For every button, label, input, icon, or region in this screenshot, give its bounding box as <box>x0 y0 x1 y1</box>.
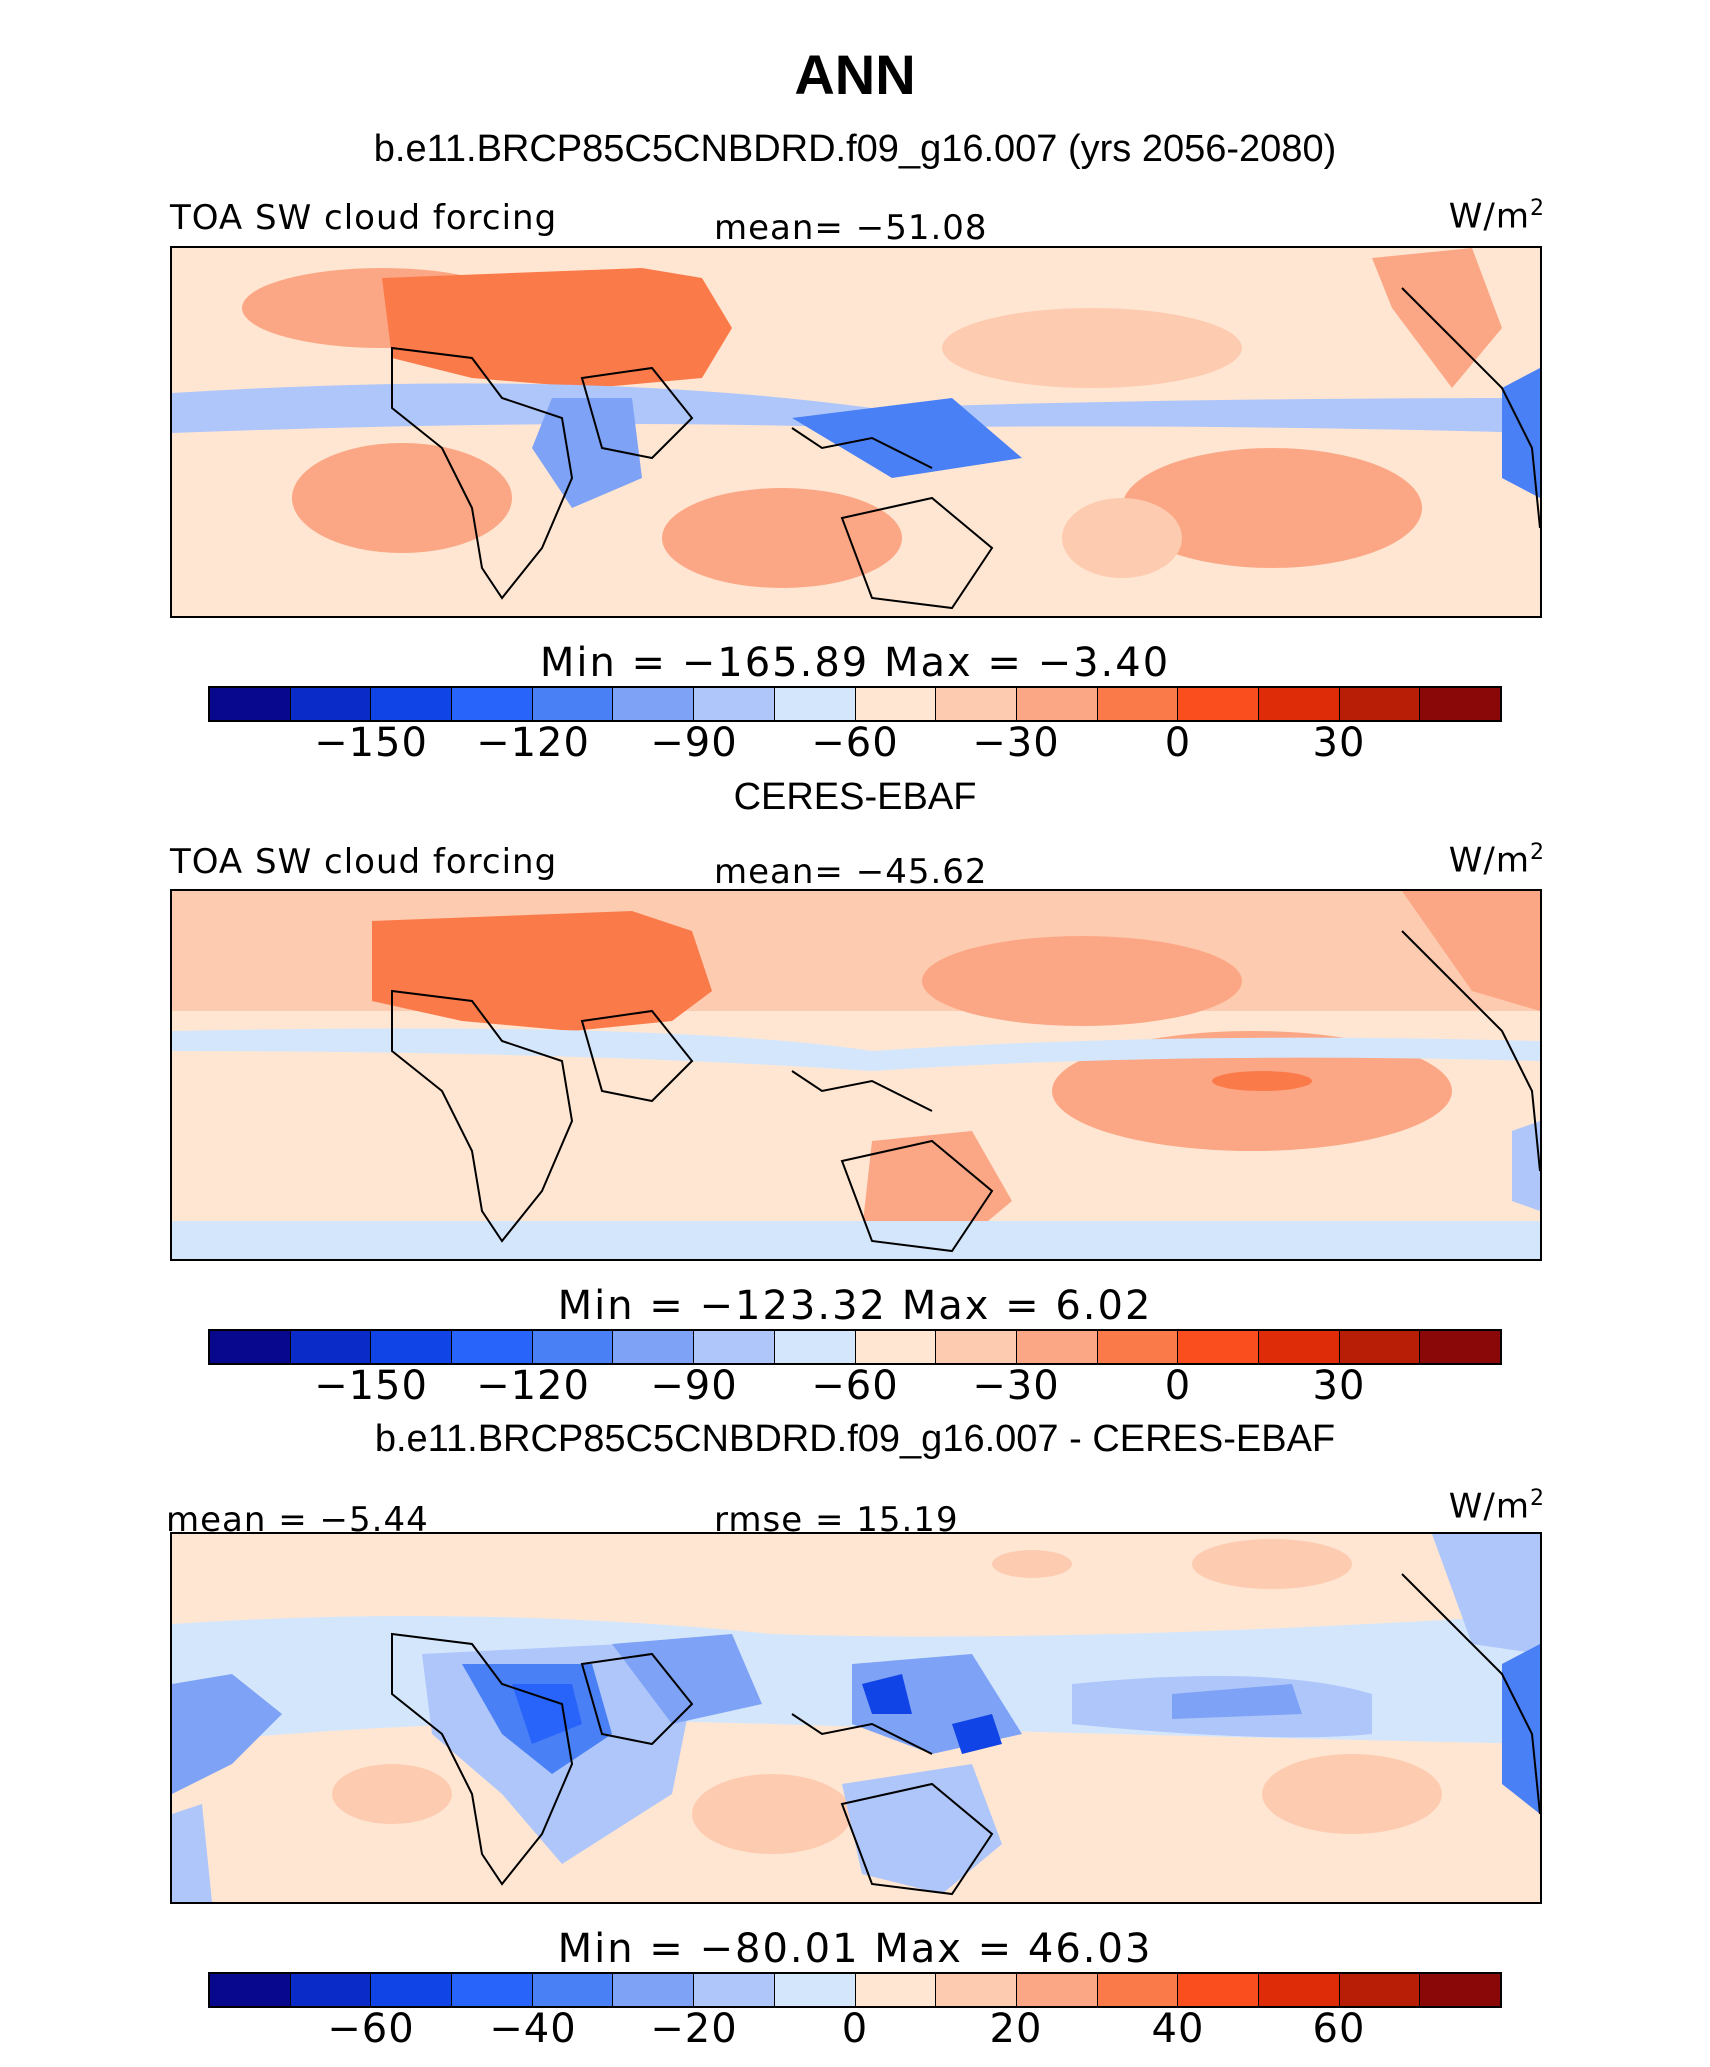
panel-3-colorbar-tick: −60 <box>327 2006 415 2052</box>
colorbar-swatch <box>1339 688 1421 720</box>
colorbar-swatch <box>774 1974 856 2006</box>
colorbar-swatch <box>452 1331 533 1363</box>
panel-1-colorbar-tick: −30 <box>972 720 1060 766</box>
colorbar-swatch <box>1097 1974 1179 2006</box>
colorbar-swatch <box>1016 688 1098 720</box>
panel-1-colorbar <box>208 686 1502 722</box>
colorbar-swatch <box>1339 1331 1421 1363</box>
panel-3-colorbar-tick: 0 <box>841 2006 869 2052</box>
panel-3-colorbar-tick: −40 <box>489 2006 577 2052</box>
colorbar-swatch <box>774 1331 856 1363</box>
colorbar-swatch <box>210 1974 291 2006</box>
panel-3-colorbar-tick: 20 <box>989 2006 1043 2052</box>
colorbar-swatch <box>371 688 453 720</box>
panel-1-variable-label: TOA SW cloud forcing <box>170 198 558 238</box>
colorbar-swatch <box>290 1331 372 1363</box>
panel-2-minmax-label: Min = −123.32 Max = 6.02 <box>557 1283 1153 1329</box>
panel-3-minmax-label: Min = −80.01 Max = 46.03 <box>557 1926 1153 1972</box>
colorbar-swatch <box>532 688 614 720</box>
panel-1-colorbar-tick: 30 <box>1312 720 1366 766</box>
panel-2-colorbar-tick: 30 <box>1312 1363 1366 1409</box>
colorbar-swatch <box>1420 1974 1500 2006</box>
colorbar-swatch <box>1178 1974 1259 2006</box>
colorbar-swatch <box>774 688 856 720</box>
colorbar-swatch <box>613 1331 695 1363</box>
panel-2-unit-label: W/m2 <box>1448 840 1545 881</box>
colorbar-swatch <box>694 1974 775 2006</box>
colorbar-swatch <box>936 1974 1017 2006</box>
colorbar-swatch <box>855 688 937 720</box>
colorbar-swatch <box>1420 1331 1500 1363</box>
colorbar-swatch <box>1258 1331 1340 1363</box>
colorbar-swatch <box>694 688 775 720</box>
colorbar-swatch <box>855 1331 937 1363</box>
panel-2-colorbar-tick: −60 <box>811 1363 899 1409</box>
panel-2-colorbar-tick: −120 <box>476 1363 590 1409</box>
colorbar-swatch <box>532 1331 614 1363</box>
panel-1-colorbar-tick: −150 <box>314 720 428 766</box>
panel-2-variable-label: TOA SW cloud forcing <box>170 842 558 882</box>
panel-2-colorbar-tick: 0 <box>1164 1363 1192 1409</box>
panel-2-colorbar <box>208 1329 1502 1365</box>
panel-2-map <box>170 889 1542 1261</box>
panel-2-mean-label: mean= −45.62 <box>714 852 988 892</box>
panel-1-colorbar-tick: −120 <box>476 720 590 766</box>
colorbar-swatch <box>855 1974 937 2006</box>
panel-3-colorbar <box>208 1972 1502 2008</box>
panel-1-mean-label: mean= −51.08 <box>714 208 988 248</box>
panel-2-colorbar-tick: −150 <box>314 1363 428 1409</box>
panel-3-unit-label: W/m2 <box>1448 1486 1545 1527</box>
colorbar-swatch <box>1339 1974 1421 2006</box>
panel-3-colorbar-tick: 40 <box>1151 2006 1205 2052</box>
colorbar-swatch <box>613 688 695 720</box>
colorbar-swatch <box>290 688 372 720</box>
colorbar-swatch <box>210 1331 291 1363</box>
panel-3-colorbar-tick: −20 <box>650 2006 738 2052</box>
colorbar-swatch <box>371 1974 453 2006</box>
panel-1-colorbar-tick: 0 <box>1164 720 1192 766</box>
panel-3-colorbar-tick: 60 <box>1312 2006 1366 2052</box>
panel-3-map <box>170 1532 1542 1904</box>
colorbar-swatch <box>936 1331 1017 1363</box>
colorbar-swatch <box>1420 688 1500 720</box>
figure-title: ANN <box>794 43 916 106</box>
colorbar-swatch <box>532 1974 614 2006</box>
panel-2-colorbar-tick: −30 <box>972 1363 1060 1409</box>
colorbar-swatch <box>1178 688 1259 720</box>
panel-2-title: CERES-EBAF <box>733 776 977 818</box>
panel-3-title: b.e11.BRCP85C5CNBDRD.f09_g16.007 - CERES… <box>374 1418 1336 1460</box>
panel-1-unit-label: W/m2 <box>1448 196 1545 237</box>
colorbar-swatch <box>1258 1974 1340 2006</box>
colorbar-swatch <box>613 1974 695 2006</box>
panel-1-colorbar-tick: −60 <box>811 720 899 766</box>
colorbar-swatch <box>1097 688 1179 720</box>
colorbar-swatch <box>1178 1331 1259 1363</box>
colorbar-swatch <box>1097 1331 1179 1363</box>
colorbar-swatch <box>936 688 1017 720</box>
colorbar-swatch <box>452 1974 533 2006</box>
colorbar-swatch <box>1016 1974 1098 2006</box>
colorbar-swatch <box>694 1331 775 1363</box>
colorbar-swatch <box>1016 1331 1098 1363</box>
colorbar-swatch <box>1258 688 1340 720</box>
panel-1-map <box>170 246 1542 618</box>
panel-1-colorbar-tick: −90 <box>650 720 738 766</box>
panel-2-colorbar-tick: −90 <box>650 1363 738 1409</box>
colorbar-swatch <box>371 1331 453 1363</box>
colorbar-swatch <box>210 688 291 720</box>
colorbar-swatch <box>452 688 533 720</box>
panel-1-title: b.e11.BRCP85C5CNBDRD.f09_g16.007 (yrs 20… <box>373 128 1337 170</box>
colorbar-swatch <box>290 1974 372 2006</box>
panel-1-minmax-label: Min = −165.89 Max = −3.40 <box>539 640 1171 686</box>
